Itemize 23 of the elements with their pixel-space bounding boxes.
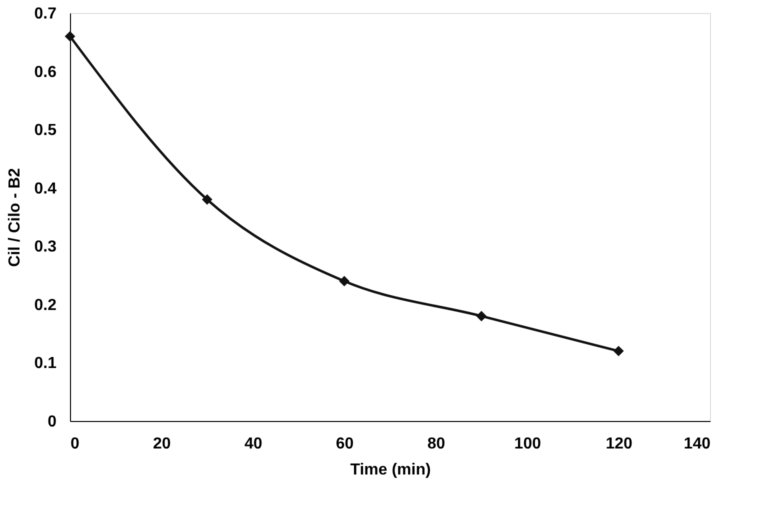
x-tick-label: 20 [153,436,171,452]
point [339,276,350,286]
x-tick-label: 80 [427,436,446,452]
x-tick-label: 60 [336,436,354,452]
x-tick-label: 0 [70,436,80,452]
y-tick-label: 0.3 [34,238,57,256]
x-tick-label: 120 [606,436,633,452]
point [202,194,212,205]
y-tick-label: 0.7 [34,6,57,22]
y-tick-label: 0 [48,414,57,430]
y-tick-label: 0.5 [34,122,57,140]
x-tick-label: 40 [244,436,262,452]
point [64,31,76,42]
point [613,346,624,356]
x-axis-title: Time (min) [350,462,431,478]
point [476,310,487,322]
x-tick-label: 100 [514,436,542,452]
y-tick-label: 0.1 [34,355,57,372]
y-tick-label: 0.6 [34,64,57,81]
y-axis-title: Cil / Cilo - B2 [6,168,24,267]
y-tick-label: 0.2 [34,296,57,314]
x-tick-label: 140 [684,436,711,452]
y-tick-label: 0.4 [34,180,57,198]
